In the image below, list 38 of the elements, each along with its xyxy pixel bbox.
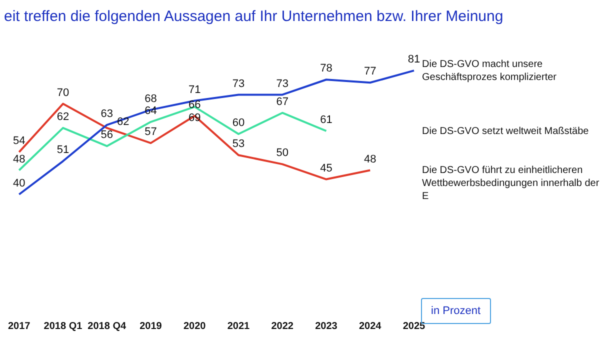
x-tick-label: 2018 Q4 [88, 320, 126, 332]
data-label: 48 [13, 153, 26, 166]
data-label: 67 [276, 96, 288, 108]
data-label: 54 [13, 135, 26, 148]
text: Die DS-GVO setzt weltweit Maßstäbe [422, 126, 590, 137]
data-label: 45 [320, 162, 332, 174]
data-label: 62 [56, 110, 70, 123]
x-tick-label: 2025 [402, 320, 426, 332]
x-tick-label: 2024 [359, 320, 382, 332]
data-label: 53 [232, 138, 245, 150]
data-label: 77 [364, 66, 376, 78]
data-label: 50 [276, 147, 288, 160]
x-tick-label: 2018 Q1 [44, 320, 83, 332]
x-tick-label: 2022 [271, 320, 294, 332]
text: Die DS-GVO führt zu einheitlicheren Wettbewerbsbedingungen innerhalb der E [422, 164, 600, 202]
data-label: 81 [408, 54, 420, 66]
x-tick-label: 2017 [8, 320, 31, 332]
text: in Prozent [431, 305, 481, 317]
x-tick-label: 2020 [184, 320, 206, 332]
x-tick-label: 2021 [227, 320, 250, 332]
data-label: 73 [232, 78, 245, 90]
data-label: 73 [276, 78, 288, 90]
data-label: 61 [320, 114, 332, 126]
data-label: 70 [56, 86, 70, 99]
data-label: 48 [364, 153, 376, 166]
x-tick-label: 2023 [315, 320, 338, 332]
data-label: 71 [188, 84, 201, 96]
data-label: 63 [100, 108, 113, 120]
chart-title: eit treffen die folgenden Aussagen auf Ihr Unternehmen bzw. Ihrer Meinung [4, 8, 504, 25]
data-label: 57 [144, 126, 157, 138]
data-label: 51 [56, 144, 70, 156]
x-tick-label: 2019 [140, 320, 162, 332]
data-label: 40 [13, 177, 26, 190]
data-label: 78 [320, 62, 332, 75]
data-label: 60 [232, 117, 245, 130]
data-label: 68 [144, 92, 157, 105]
data-label: 56 [100, 129, 113, 142]
series-label: Die DS-GVO macht unsere Geschäftsprozes komplizierter [422, 58, 558, 83]
